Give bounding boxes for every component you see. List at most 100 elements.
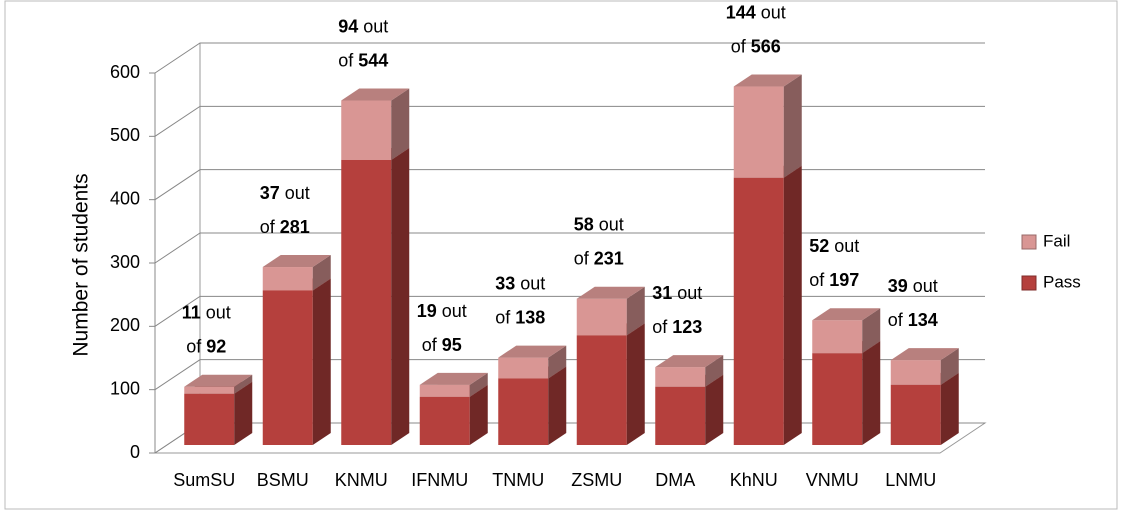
data-label: 144 out of 566: [726, 3, 786, 57]
bar-top: [341, 88, 410, 101]
data-label-part: 566: [746, 37, 781, 57]
bar: [262, 267, 313, 291]
data-label-part: 134: [903, 310, 938, 330]
data-label-part: 144: [726, 3, 756, 23]
data-label: 39 out of 134: [888, 276, 938, 330]
legend-label: Fail: [1043, 231, 1070, 250]
bar: [498, 357, 549, 379]
bar: [419, 396, 470, 445]
y-tick-label: 200: [110, 315, 140, 335]
bar: [812, 320, 863, 354]
bar: [341, 160, 392, 445]
x-tick-label: KhNU: [730, 470, 778, 490]
bar-side: [705, 374, 724, 445]
data-label-part: out: [908, 276, 938, 296]
data-label: 11 out of 92: [182, 303, 231, 357]
bar-side: [626, 286, 645, 336]
data-label: 94 out of 544: [338, 16, 388, 70]
data-label: 58 out of 231: [574, 215, 624, 269]
bar-side: [783, 74, 802, 178]
bar-top: [419, 372, 488, 385]
bar: [812, 353, 863, 445]
bar-side: [234, 374, 253, 394]
bar-side: [391, 148, 410, 445]
data-label-part: 544: [353, 50, 388, 70]
data-label-part: 33: [495, 274, 515, 294]
data-label-part: 52: [809, 236, 829, 256]
bar-top: [733, 74, 802, 87]
bar: [576, 335, 627, 445]
y-axis-label: Number of students: [70, 173, 93, 356]
data-label-part: 31: [652, 283, 672, 303]
data-label-part: out: [201, 303, 231, 323]
grid-line: [154, 232, 985, 264]
data-label-part: of: [422, 335, 438, 355]
x-tick-label: TNMU: [492, 470, 544, 490]
y-tick-label: 0: [130, 442, 140, 462]
bar-side: [783, 165, 802, 445]
data-label-part: out: [437, 301, 467, 321]
bar: [184, 393, 235, 445]
y-tick-label: 100: [110, 378, 140, 398]
x-tick-label: IFNMU: [411, 470, 468, 490]
data-label-part: of: [731, 37, 747, 57]
bar-side: [862, 308, 881, 354]
bar-side: [940, 372, 959, 445]
data-label-part: 58: [574, 215, 594, 235]
bar: [655, 386, 706, 445]
data-label: 52 out of 197: [809, 236, 859, 290]
data-label-part: of: [652, 317, 668, 337]
grid-line: [154, 169, 985, 201]
x-tick-label: ZSMU: [571, 470, 622, 490]
data-label-part: out: [829, 236, 859, 256]
x-tick-label: KNMU: [335, 470, 388, 490]
bar: [262, 290, 313, 445]
data-label-part: 95: [437, 335, 462, 355]
bar: [890, 360, 941, 385]
legend-swatch: [1021, 275, 1037, 291]
data-label: 31 out of 123: [652, 283, 702, 337]
bar: [184, 386, 235, 394]
y-tick-label: 400: [110, 188, 140, 208]
data-label-part: 11: [182, 303, 201, 323]
bar-side: [548, 345, 567, 379]
bar-side: [469, 384, 488, 445]
y-tick-label: 600: [110, 62, 140, 82]
bar-side: [234, 381, 253, 445]
data-label-part: of: [186, 337, 202, 357]
data-label-part: out: [280, 183, 310, 203]
data-label-part: of: [260, 217, 276, 237]
bar: [341, 100, 392, 160]
x-tick-label: BSMU: [257, 470, 309, 490]
bar-top: [262, 255, 331, 268]
data-label-part: out: [358, 16, 388, 36]
x-tick-label: LNMU: [885, 470, 936, 490]
bar-side: [312, 278, 331, 445]
bar-side: [469, 372, 488, 397]
data-label-part: out: [515, 274, 545, 294]
bar: [576, 298, 627, 336]
data-label: 37 out of 281: [260, 183, 310, 237]
y-tick-label: 500: [110, 125, 140, 145]
grid-line: [154, 295, 985, 327]
legend-swatch: [1021, 234, 1037, 250]
data-label-part: 94: [338, 16, 358, 36]
data-label-part: of: [495, 308, 511, 328]
x-tick-label: DMA: [655, 470, 695, 490]
bar: [733, 86, 784, 178]
bar-side: [940, 348, 959, 385]
data-label-part: of: [574, 249, 590, 269]
grid-line: [154, 359, 985, 391]
data-label-part: 138: [510, 308, 545, 328]
data-label-part: 123: [667, 317, 702, 337]
bar-top: [655, 355, 724, 368]
bar-side: [548, 366, 567, 445]
data-label-part: of: [338, 50, 354, 70]
data-label-part: 92: [201, 337, 226, 357]
bar-top: [890, 348, 959, 361]
data-label-part: of: [809, 270, 825, 290]
grid-line: [154, 42, 985, 74]
grid-line: [154, 105, 985, 137]
bar: [733, 177, 784, 445]
